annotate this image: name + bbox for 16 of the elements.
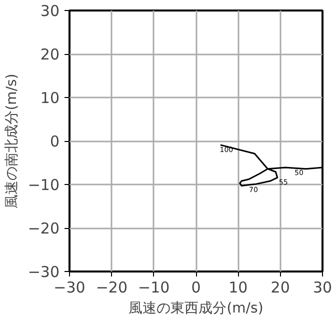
x-tick-label: −20 <box>96 278 128 296</box>
y-tick-label: −30 <box>28 263 60 281</box>
x-tick-label: 20 <box>270 278 290 296</box>
x-tick-label: −10 <box>138 278 170 296</box>
y-tick-label: −10 <box>28 176 60 194</box>
x-tick-label: 0 <box>191 278 201 296</box>
y-tick-label: 30 <box>40 2 60 20</box>
y-tick-label: 10 <box>40 89 60 107</box>
x-tick-label: 30 <box>312 278 332 296</box>
y-tick-label: −20 <box>28 220 60 238</box>
x-tick-label: 10 <box>228 278 248 296</box>
x-tick-label: −30 <box>54 278 86 296</box>
y-tick-label: 20 <box>40 46 60 64</box>
y-tick-label: 0 <box>50 132 60 150</box>
y-axis-title: 風速の南北成分(m/s) <box>4 74 20 208</box>
x-axis-title: 風速の東西成分(m/s) <box>128 300 264 316</box>
